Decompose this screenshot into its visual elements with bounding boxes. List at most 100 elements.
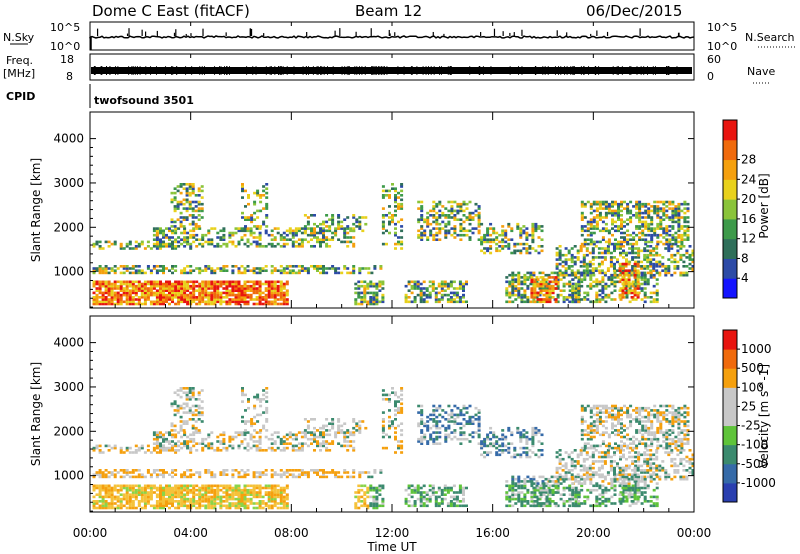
velocity-cell <box>98 493 102 496</box>
velocity-cell <box>210 488 214 492</box>
power-cell <box>677 233 681 237</box>
velocity-cell <box>152 484 156 488</box>
power-cell <box>635 205 639 208</box>
velocity-cell <box>256 395 260 399</box>
velocity-cell <box>357 500 361 503</box>
power-cell <box>159 296 162 299</box>
power-cell <box>186 280 190 284</box>
power-cell <box>219 267 223 270</box>
power-cell <box>137 287 141 290</box>
velocity-cell <box>95 446 99 450</box>
power-cell <box>125 296 129 299</box>
velocity-cell <box>119 502 123 505</box>
power-cell <box>346 231 350 235</box>
power-cell <box>635 207 639 210</box>
velocity-cell <box>177 500 181 503</box>
power-cell <box>507 242 511 246</box>
power-cell <box>643 271 647 275</box>
power-cell <box>554 280 558 284</box>
power-cell <box>201 289 205 292</box>
power-cell <box>180 300 184 304</box>
power-cell <box>477 205 481 208</box>
power-cell <box>420 225 424 228</box>
power-cell <box>225 282 229 286</box>
power-cell <box>319 267 322 270</box>
power-cell <box>285 229 289 233</box>
power-cell <box>243 271 247 275</box>
velocity-cell <box>270 486 274 490</box>
power-cell <box>630 282 634 286</box>
power-cell <box>638 200 642 204</box>
velocity-cell <box>449 504 453 508</box>
power-cell <box>613 247 616 250</box>
power-cell <box>394 196 397 199</box>
velocity-cell <box>237 500 241 503</box>
power-cell <box>529 282 533 286</box>
power-cell <box>270 300 274 304</box>
power-cell <box>237 240 241 244</box>
velocity-cell <box>306 426 310 430</box>
velocity-cell <box>388 400 391 403</box>
velocity-cell <box>171 444 174 448</box>
power-cell <box>452 298 456 301</box>
power-cell <box>598 200 602 204</box>
power-cell <box>92 245 96 248</box>
power-cell <box>186 271 190 275</box>
velocity-cell <box>219 440 223 443</box>
velocity-cell <box>152 431 156 434</box>
velocity-cell <box>204 491 208 494</box>
power-cell <box>197 202 201 206</box>
velocity-cell <box>219 506 223 510</box>
velocity-cell <box>101 497 105 501</box>
power-cell <box>400 189 404 193</box>
velocity-cell <box>134 451 138 454</box>
velocity-cell <box>174 442 178 445</box>
power-cell <box>455 293 459 297</box>
power-cell <box>367 271 371 275</box>
power-cell <box>517 282 521 286</box>
velocity-cell <box>162 495 165 499</box>
power-cell <box>200 207 204 210</box>
power-cell <box>677 240 681 244</box>
power-cell <box>404 296 408 299</box>
velocity-cell <box>285 475 289 479</box>
velocity-cell <box>282 435 286 439</box>
power-cell <box>570 265 574 268</box>
power-cell <box>671 220 675 224</box>
velocity-cell <box>231 475 235 479</box>
power-cell <box>604 296 608 299</box>
power-cell <box>180 291 184 295</box>
power-cell <box>452 280 456 284</box>
velocity-cell <box>222 440 226 443</box>
velocity-cell <box>282 473 286 476</box>
power-cell <box>355 220 359 224</box>
power-cell <box>189 271 193 275</box>
power-cell <box>585 249 589 253</box>
power-cell <box>598 216 602 219</box>
power-cell <box>140 302 144 306</box>
velocity-cell <box>282 486 286 490</box>
power-cell <box>601 296 605 299</box>
velocity-cell <box>369 484 373 488</box>
power-cell <box>685 249 689 253</box>
power-cell <box>610 280 614 284</box>
power-cell <box>447 229 451 233</box>
velocity-cell <box>363 493 367 496</box>
velocity-cell <box>128 486 132 490</box>
power-cell <box>216 280 220 284</box>
velocity-cell <box>294 433 298 437</box>
velocity-cell <box>192 491 196 494</box>
power-cell <box>474 214 478 217</box>
power-cell <box>511 273 515 277</box>
power-cell <box>617 202 620 206</box>
velocity-cell <box>358 424 362 428</box>
power-cell <box>592 240 596 244</box>
velocity-cell <box>195 493 199 496</box>
power-cell <box>568 289 572 292</box>
velocity-cell <box>183 471 187 474</box>
power-cell <box>177 236 181 239</box>
velocity-cell <box>381 411 385 414</box>
power-cell <box>107 284 111 288</box>
velocity-cell <box>282 500 286 503</box>
velocity-cell <box>267 500 271 503</box>
